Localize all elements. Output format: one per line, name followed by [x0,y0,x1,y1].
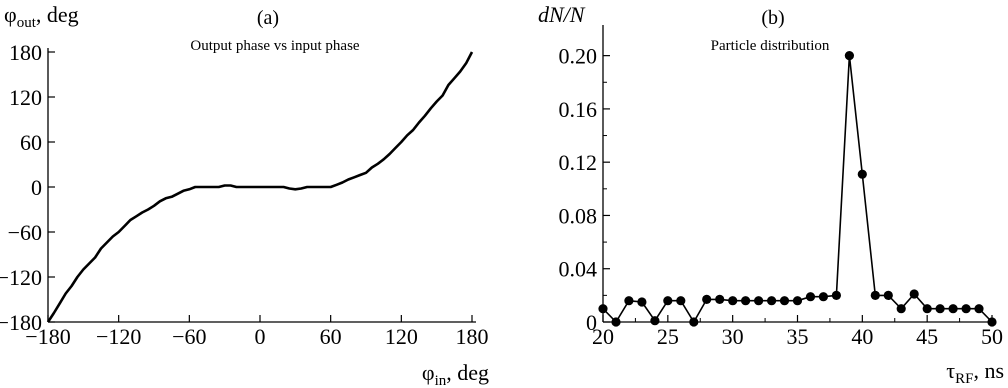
x-tick-label: 45 [916,324,938,349]
y-tick-label: −120 [0,265,42,290]
data-point [767,296,777,306]
data-point [896,304,906,314]
y-tick-label: −180 [0,310,42,335]
panel-a-title: Output phase vs input phase [190,38,359,54]
data-point [857,169,867,179]
panel-a-y-ticks: −180 −120 −60 0 60 120 180 [0,40,55,335]
data-point [792,296,803,306]
data-point [650,316,660,326]
panel-b-y-ticks: 0 0.04 0.08 0.12 0.16 0.20 [559,44,610,335]
y-tick-label: 0.12 [559,150,598,175]
panel-a-ylabel-base: φ [4,2,17,27]
data-point [715,294,725,304]
y-tick-label: 60 [20,130,42,155]
panel-a-x-ticks: −180 −120 −60 0 60 120 180 [25,315,489,349]
panel-b-title: Particle distribution [711,38,830,54]
data-point [637,297,647,307]
panel-a-ylabel-tail: , deg [36,2,79,27]
x-tick-label: 35 [787,324,809,349]
data-point [909,289,919,299]
panel-b-chart: 20 25 30 35 40 45 50 0 0.04 0.08 0.12 0.16 0.20 (b)… [538,2,1004,387]
panel-a-chart: −180 −120 −60 0 60 120 180 −180 −120 −60 0 60 120 18… [0,2,489,388]
panel-a-y-axis-title: φout, deg [4,2,79,31]
data-point [741,296,751,306]
x-tick-label: −120 [96,324,141,349]
x-tick-label: −180 [25,324,70,349]
panel-a-x-axis-title: φin, deg [422,360,489,388]
data-point [974,304,984,314]
panel-b-axes [602,25,996,323]
y-tick-label: 0.08 [559,203,598,228]
x-tick-label: 50 [981,324,1003,349]
data-point [961,304,971,314]
data-point [624,296,634,306]
data-point [922,304,932,314]
panel-b-xlabel-tail: , ns [973,358,1004,383]
x-tick-label: −60 [172,324,206,349]
panel-b-x-axis-title: τRF, ns [946,358,1004,387]
panel-a-axes [47,48,476,323]
y-tick-label: 0.04 [559,257,598,282]
panel-a-xlabel-tail: , deg [446,360,489,385]
data-point [702,294,712,304]
y-tick-label: −60 [8,220,42,245]
panel-b-label: (b) [761,7,784,29]
data-point [818,292,829,302]
panel-a-ylabel-sub: out [17,15,37,31]
x-tick-label: 40 [851,324,873,349]
data-point [754,296,764,306]
data-point [611,317,621,327]
data-point [779,296,790,306]
y-tick-label: 0.16 [559,97,598,122]
panel-b-xlabel-sub: RF [955,371,973,387]
panel-b-y-axis-title: dN/N [538,2,586,27]
data-point [987,317,997,327]
x-tick-label: 30 [722,324,744,349]
data-point [831,290,842,300]
x-tick-label: 0 [255,324,266,349]
panel-b-series-line [602,54,993,323]
y-tick-label: 0.20 [559,44,598,69]
data-point [805,292,816,302]
x-tick-label: 20 [592,324,614,349]
data-point [844,51,855,61]
x-tick-label: 60 [320,324,342,349]
data-point [676,296,686,306]
y-tick-label: 180 [9,40,42,65]
data-point [870,290,880,300]
data-point [598,304,608,314]
x-tick-label: 25 [657,324,679,349]
data-point [883,290,893,300]
panel-b-markers [598,51,997,327]
panel-a-xlabel-base: φ [422,360,435,385]
panel-b-x-ticks: 20 25 30 35 40 45 50 [592,315,1003,349]
panel-b-xlabel-base: τ [946,358,955,383]
y-tick-label: 0 [586,310,597,335]
data-point [948,304,958,314]
data-point [689,317,699,327]
y-tick-label: 120 [9,85,42,110]
data-point [728,296,738,306]
data-point [935,304,945,314]
data-point [663,296,673,306]
panel-a-xlabel-sub: in [435,373,447,388]
x-tick-label: 180 [456,324,489,349]
panel-a-label: (a) [257,7,279,29]
x-tick-label: 120 [385,324,418,349]
panel-a-series-line [46,51,474,323]
y-tick-label: 0 [31,175,42,200]
